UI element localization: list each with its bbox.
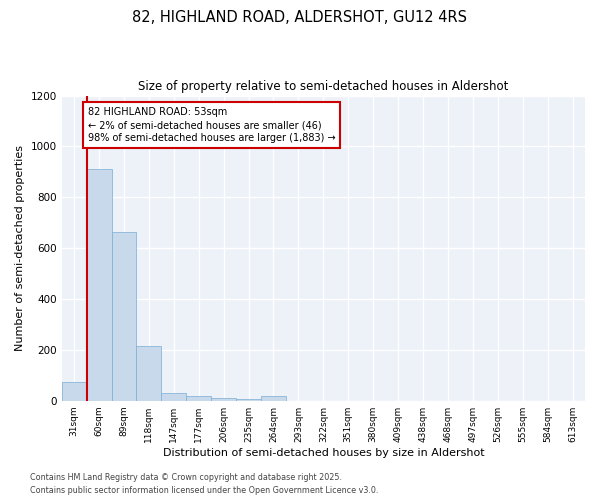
Bar bbox=[86, 170, 112, 400]
Bar bbox=[161, 393, 186, 400]
X-axis label: Distribution of semi-detached houses by size in Aldershot: Distribution of semi-detached houses by … bbox=[163, 448, 484, 458]
Text: 82 HIGHLAND ROAD: 53sqm
← 2% of semi-detached houses are smaller (46)
98% of sem: 82 HIGHLAND ROAD: 53sqm ← 2% of semi-det… bbox=[88, 107, 335, 144]
Bar bbox=[62, 382, 86, 400]
Bar bbox=[211, 398, 236, 400]
Bar bbox=[186, 396, 211, 400]
Text: 82, HIGHLAND ROAD, ALDERSHOT, GU12 4RS: 82, HIGHLAND ROAD, ALDERSHOT, GU12 4RS bbox=[133, 10, 467, 25]
Y-axis label: Number of semi-detached properties: Number of semi-detached properties bbox=[15, 145, 25, 351]
Bar bbox=[261, 396, 286, 400]
Title: Size of property relative to semi-detached houses in Aldershot: Size of property relative to semi-detach… bbox=[138, 80, 509, 93]
Bar bbox=[136, 346, 161, 401]
Bar bbox=[112, 232, 136, 400]
Text: Contains HM Land Registry data © Crown copyright and database right 2025.
Contai: Contains HM Land Registry data © Crown c… bbox=[30, 474, 379, 495]
